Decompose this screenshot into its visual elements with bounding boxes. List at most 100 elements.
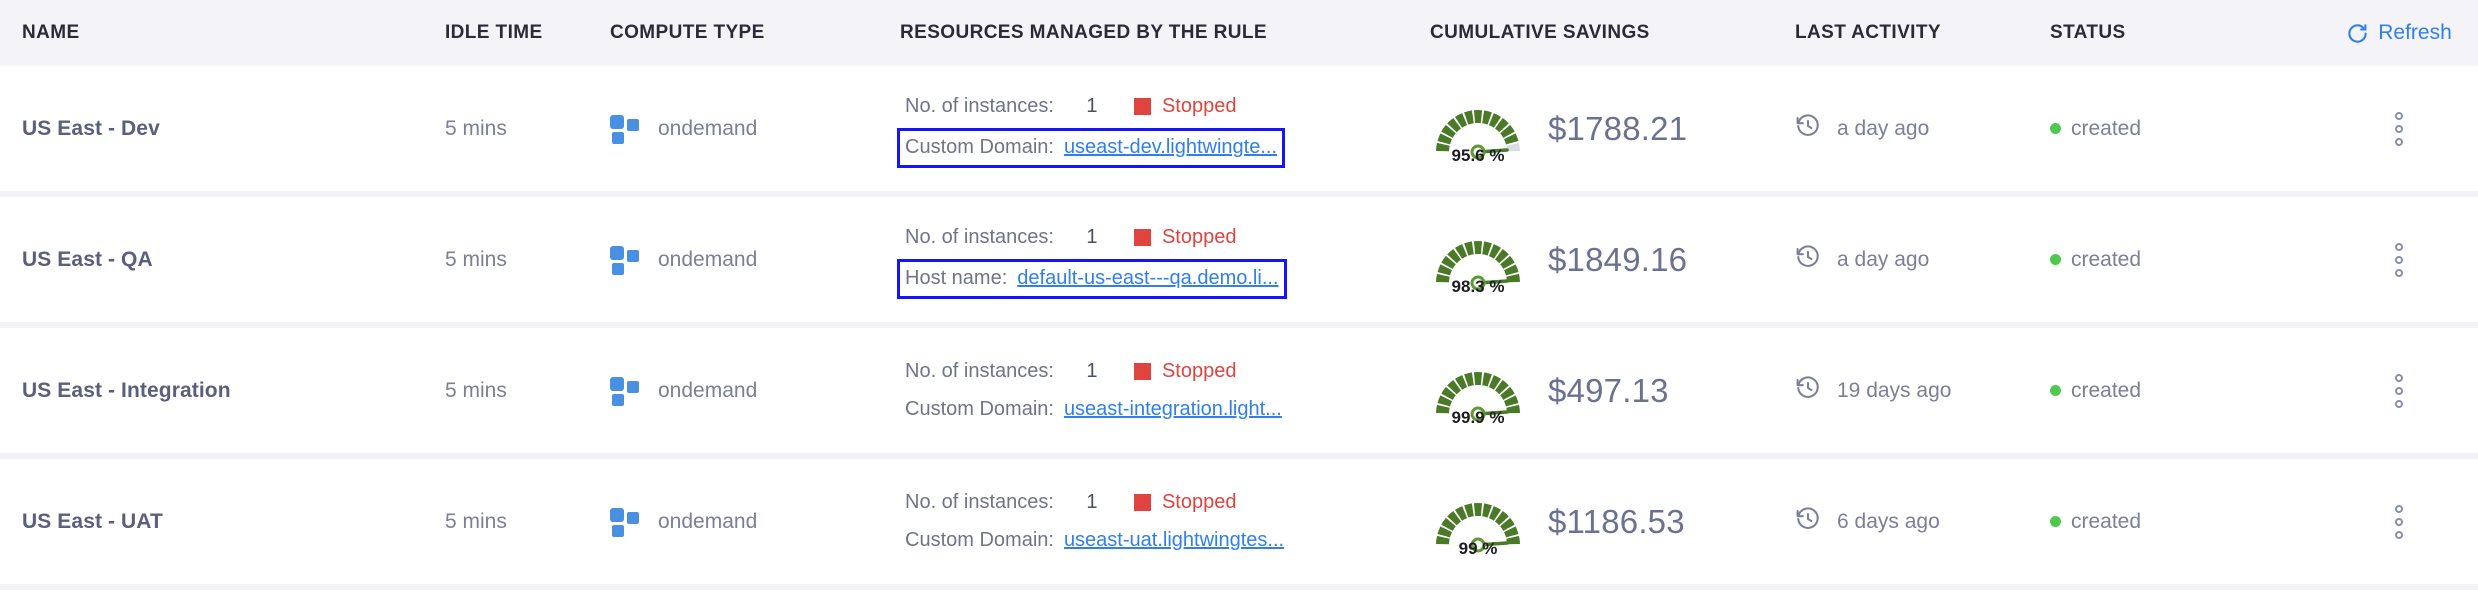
- idle-time-value: 5 mins: [445, 247, 507, 271]
- refresh-button[interactable]: Refresh: [2346, 21, 2452, 45]
- status-dot-icon: [2050, 123, 2061, 134]
- last-activity-value: a day ago: [1837, 247, 1930, 271]
- refresh-icon: [2346, 22, 2369, 45]
- savings-amount: $1849.16: [1548, 240, 1688, 278]
- compute-type-value: ondemand: [658, 247, 758, 271]
- column-header-idle-time[interactable]: IDLE TIME: [445, 22, 543, 43]
- rule-name: US East - Integration: [22, 378, 231, 402]
- table-row[interactable]: US East - Integration 5 mins ondemand No…: [0, 328, 2478, 459]
- stopped-square-icon: [1133, 229, 1151, 246]
- rule-name: US East - Dev: [22, 116, 160, 140]
- savings-percent: 99.9 %: [1451, 407, 1505, 427]
- instance-state-label: Stopped: [1161, 226, 1237, 248]
- status-label: created: [2071, 247, 2142, 271]
- resource-endpoint-line[interactable]: Custom Domain: useast-integration.light.…: [900, 393, 1287, 427]
- table-body: US East - Dev 5 mins ondemand No. of ins…: [0, 66, 2478, 590]
- instances-count: 1: [1086, 95, 1098, 117]
- status-dot-icon: [2050, 516, 2061, 527]
- history-icon: [1795, 244, 1821, 275]
- resource-endpoint-label: Custom Domain:: [905, 529, 1054, 551]
- stopped-square-icon: [1133, 363, 1151, 380]
- resource-endpoint-line[interactable]: Custom Domain: useast-uat.lightwingtes..…: [900, 524, 1289, 558]
- instances-label: No. of instances:: [905, 360, 1054, 382]
- status-dot-icon: [2050, 385, 2061, 396]
- last-activity-value: 6 days ago: [1837, 509, 1940, 533]
- table-row[interactable]: US East - QA 5 mins ondemand No. of inst…: [0, 197, 2478, 328]
- squares-icon: [610, 114, 640, 144]
- column-header-last-activity[interactable]: LAST ACTIVITY: [1795, 22, 1941, 43]
- instances-line: No. of instances: 1 Stopped: [900, 90, 1285, 124]
- last-activity-value: a day ago: [1837, 116, 1930, 140]
- instance-state: Stopped: [1133, 360, 1237, 383]
- column-header-name[interactable]: NAME: [22, 22, 80, 43]
- kebab-menu-icon[interactable]: [2384, 373, 2414, 408]
- table-row[interactable]: US East - Dev 5 mins ondemand No. of ins…: [0, 66, 2478, 197]
- column-header-compute-type[interactable]: COMPUTE TYPE: [610, 22, 765, 43]
- resource-endpoint-link[interactable]: default-us-east---qa.demo.li...: [1017, 267, 1279, 289]
- compute-type-value: ondemand: [658, 378, 758, 402]
- resource-endpoint-line[interactable]: Custom Domain: useast-dev.lightwingte...: [897, 127, 1286, 168]
- savings-percent: 98.3 %: [1451, 276, 1505, 296]
- history-icon: [1795, 506, 1821, 537]
- idle-time-value: 5 mins: [445, 116, 507, 140]
- instances-line: No. of instances: 1 Stopped: [900, 355, 1287, 389]
- status-label: created: [2071, 378, 2142, 402]
- kebab-menu-icon[interactable]: [2384, 504, 2414, 539]
- history-icon: [1795, 113, 1821, 144]
- resource-endpoint-label: Custom Domain:: [905, 398, 1054, 420]
- status-dot-icon: [2050, 254, 2061, 265]
- stopped-square-icon: [1133, 98, 1151, 115]
- compute-type-value: ondemand: [658, 509, 758, 533]
- savings-amount: $497.13: [1548, 371, 1669, 409]
- kebab-menu-icon[interactable]: [2384, 242, 2414, 277]
- savings-gauge: 99 %: [1430, 489, 1526, 558]
- column-header-cumulative-savings[interactable]: CUMULATIVE SAVINGS: [1430, 22, 1650, 43]
- last-activity-value: 19 days ago: [1837, 378, 1952, 402]
- column-header-status[interactable]: STATUS: [2050, 22, 2126, 43]
- status-label: created: [2071, 116, 2142, 140]
- status-badge: created: [2050, 379, 2141, 403]
- history-icon: [1795, 375, 1821, 406]
- resource-endpoint-line[interactable]: Host name: default-us-east---qa.demo.li.…: [897, 258, 1287, 299]
- instances-count: 1: [1086, 360, 1098, 382]
- status-badge: created: [2050, 510, 2141, 534]
- kebab-menu-icon[interactable]: [2384, 111, 2414, 146]
- status-badge: created: [2050, 248, 2141, 272]
- squares-icon: [610, 376, 640, 406]
- resource-endpoint-link[interactable]: useast-uat.lightwingtes...: [1063, 529, 1285, 551]
- savings-percent: 95.6 %: [1451, 145, 1505, 165]
- rule-name: US East - UAT: [22, 509, 163, 533]
- table-header-row: NAME IDLE TIME COMPUTE TYPE RESOURCES MA…: [0, 0, 2478, 66]
- instances-line: No. of instances: 1 Stopped: [900, 486, 1289, 520]
- resources-cell: No. of instances: 1 Stopped Host name: d…: [897, 221, 1287, 299]
- resources-cell: No. of instances: 1 Stopped Custom Domai…: [900, 486, 1289, 558]
- resources-cell: No. of instances: 1 Stopped Custom Domai…: [900, 355, 1287, 427]
- idle-time-value: 5 mins: [445, 378, 507, 402]
- resource-endpoint-label: Custom Domain:: [905, 136, 1054, 158]
- resource-endpoint-label: Host name:: [905, 267, 1008, 289]
- savings-amount: $1788.21: [1548, 109, 1688, 147]
- squares-icon: [610, 507, 640, 537]
- table-row[interactable]: US East - UAT 5 mins ondemand No. of ins…: [0, 459, 2478, 590]
- column-header-resources[interactable]: RESOURCES MANAGED BY THE RULE: [900, 22, 1268, 43]
- rule-name: US East - QA: [22, 247, 153, 271]
- instance-state: Stopped: [1133, 491, 1236, 514]
- savings-gauge: 99.9 %: [1430, 358, 1526, 427]
- instance-state: Stopped: [1133, 226, 1237, 249]
- instances-label: No. of instances:: [905, 226, 1054, 248]
- status-badge: created: [2050, 117, 2141, 141]
- instances-count: 1: [1086, 226, 1098, 248]
- instance-state-label: Stopped: [1161, 95, 1237, 117]
- savings-percent: 99 %: [1458, 538, 1498, 558]
- resource-endpoint-link[interactable]: useast-dev.lightwingte...: [1063, 136, 1278, 158]
- status-label: created: [2071, 509, 2142, 533]
- idle-time-value: 5 mins: [445, 509, 507, 533]
- instance-state: Stopped: [1133, 95, 1237, 118]
- resource-endpoint-link[interactable]: useast-integration.light...: [1063, 398, 1282, 420]
- instance-state-label: Stopped: [1161, 360, 1237, 382]
- instances-count: 1: [1086, 491, 1098, 513]
- savings-gauge: 98.3 %: [1430, 227, 1526, 296]
- squares-icon: [610, 245, 640, 275]
- instances-label: No. of instances:: [905, 491, 1054, 513]
